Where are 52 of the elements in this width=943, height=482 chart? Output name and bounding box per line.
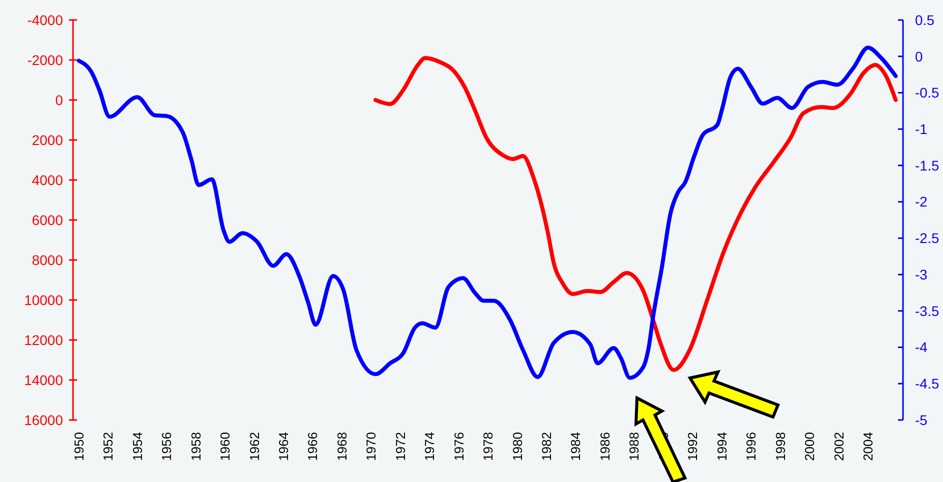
x-tick-label: 1966 [305,432,320,461]
y-tick-label: 4000 [32,172,64,188]
y-tick-label: 8000 [32,252,64,268]
x-tick-label: 1960 [218,432,233,461]
line-series [76,46,898,380]
y2-tick-label: -5 [915,412,928,428]
x-tick-label: 1970 [364,432,379,461]
y2-tick-label: -3 [915,266,928,282]
x-tick-label: 1996 [744,432,759,461]
x-tick-label: 1950 [71,432,86,461]
x-tick-label: 1976 [451,432,466,461]
x-tick-label: 2004 [860,432,876,461]
x-tick-label: 1994 [714,432,730,461]
x-tick-label: 1968 [334,432,350,461]
y-tick-label: -4000 [27,12,64,28]
y-tick-label: 12000 [24,332,64,348]
x-tick-label: 1982 [539,432,554,461]
y2-tick-label: -0.5 [915,84,940,101]
y-tick-label: 16000 [24,412,64,428]
y-tick-label: 0 [55,92,64,108]
x-tick-label: 1964 [276,432,291,461]
y-tick-label: 6000 [32,212,64,228]
x-tick-label: 1962 [246,432,262,461]
x-tick-label: 1958 [188,432,204,461]
y2-tick-label: -4 [915,339,928,356]
x-tick-label: 1992 [685,432,700,461]
y2-tick-label: -4.5 [915,376,940,392]
y2-tick-label: 0 [915,48,923,64]
y2-tick-label: 0.5 [915,12,935,28]
y2-tick-label: -2 [915,194,928,210]
x-tick-label: 1952 [100,432,116,461]
x-tick-label: 1974 [422,432,438,461]
x-tick-label: 1986 [597,432,612,461]
x-tick-label: 2000 [802,432,818,461]
y2-tick-label: -3.5 [915,302,940,319]
x-tick-label: 1988 [626,432,642,461]
x-tick-label: 1972 [392,432,408,461]
y-tick-label: 2000 [32,132,64,148]
y-tick-label: 10000 [24,292,64,308]
x-tick-label: 1978 [480,432,496,461]
x-tick-label: 1984 [568,432,584,461]
y2-tick-label: -1.5 [915,157,940,174]
x-tick-label: 1954 [130,432,145,461]
y2-tick-label: -1 [915,120,928,137]
y-tick-label: -2000 [27,52,64,68]
y2-tick-label: -2.5 [915,230,940,246]
y-tick-label: 14000 [24,372,64,388]
x-tick-label: 1980 [510,432,525,461]
x-tick-label: 1956 [159,432,174,461]
x-tick-label: 2002 [831,432,846,461]
line-series [373,56,898,372]
x-tick-label: 1998 [772,432,788,461]
